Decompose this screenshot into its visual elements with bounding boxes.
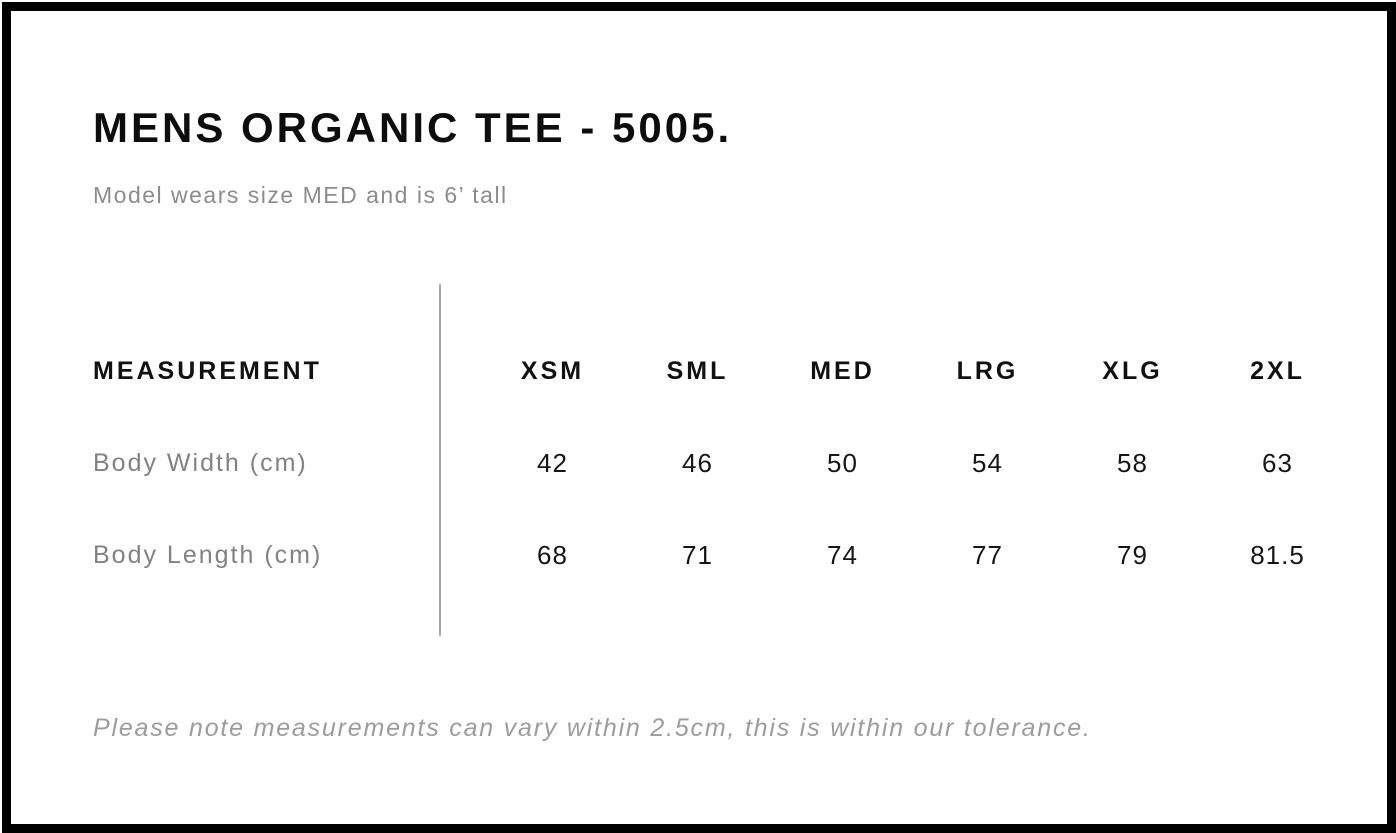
size-value: 68 (537, 539, 568, 570)
column-header-lrg: LRG (956, 356, 1019, 385)
column-header-xlg: XLG (1102, 356, 1163, 385)
row-label: Body Width (cm) (93, 448, 308, 477)
column-header-sml: SML (666, 356, 729, 385)
column-header-xsm: XSM (520, 356, 585, 385)
size-value: 46 (682, 447, 713, 478)
size-value: 74 (827, 539, 858, 570)
size-value: 63 (1262, 447, 1293, 478)
page-title: MENS ORGANIC TEE - 5005. (93, 104, 733, 151)
size-value: 81.5 (1250, 539, 1305, 570)
tolerance-note: Please note measurements can vary within… (93, 714, 1092, 742)
column-header-2xl: 2XL (1250, 356, 1305, 385)
table-divider (439, 284, 441, 636)
size-value: 50 (827, 447, 858, 478)
column-header-measurement: MEASUREMENT (93, 356, 322, 385)
table-header-row: MEASUREMENT XSM SML MED LRG XLG 2XL (93, 347, 1350, 395)
size-value: 77 (972, 539, 1003, 570)
table-row-body-length: Body Length (cm) 68 71 74 77 79 81.5 (93, 531, 1350, 579)
model-size-note: Model wears size MED and is 6’ tall (93, 182, 508, 208)
column-header-med: MED (810, 356, 875, 385)
size-value: 71 (682, 539, 713, 570)
size-value: 54 (972, 447, 1003, 478)
size-value: 58 (1117, 447, 1148, 478)
size-value: 79 (1117, 539, 1148, 570)
size-value: 42 (537, 447, 568, 478)
row-label: Body Length (cm) (93, 540, 323, 569)
table-row-body-width: Body Width (cm) 42 46 50 54 58 63 (93, 439, 1350, 487)
